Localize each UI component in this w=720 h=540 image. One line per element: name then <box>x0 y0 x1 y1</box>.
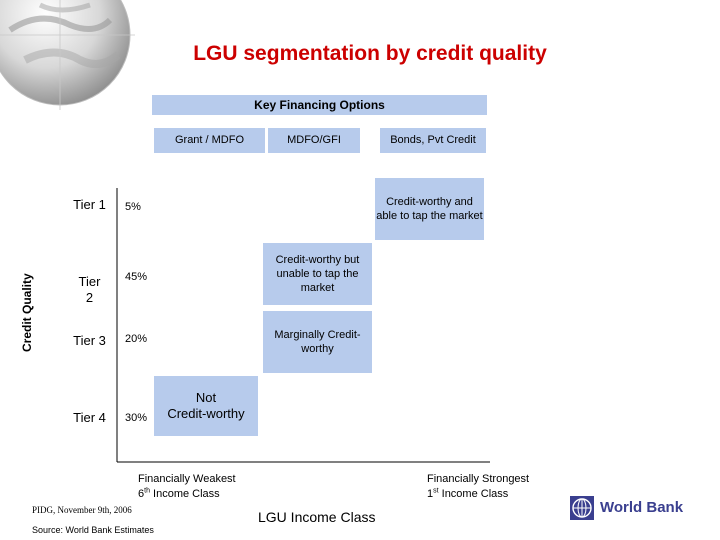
footer-note: PIDG, November 9th, 2006 <box>32 505 132 515</box>
tier-1-description: Credit-worthy and able to tap the market <box>375 178 484 240</box>
tier-4-label: Tier 4 <box>73 410 106 425</box>
globe-graphic <box>0 0 135 110</box>
page-title: LGU segmentation by credit quality <box>193 42 547 65</box>
x-right-line2: 1st Income Class <box>427 487 509 500</box>
x-right-line1: Financially Strongest <box>427 473 530 485</box>
tier-4-description-line2: Credit-worthy <box>167 406 245 421</box>
x-left-line1: Financially Weakest <box>138 473 236 485</box>
world-bank-logo-text: World Bank <box>600 499 684 516</box>
tier-3-description: Marginally Credit-worthy <box>263 311 372 373</box>
column-mdfo-gfi: MDFO/GFI <box>268 128 360 153</box>
x-axis-left-note: Financially Weakest 6th Income Class <box>138 472 236 502</box>
tier-3-percent: 20% <box>125 333 148 345</box>
tier-2-label: Tier 2 <box>62 274 117 306</box>
world-bank-seal-icon <box>570 496 594 520</box>
tier-2-percent: 45% <box>125 271 148 283</box>
column-grant-mdfo: Grant / MDFO <box>154 128 265 153</box>
x-left-line2: 6th Income Class <box>138 487 220 500</box>
tier-3-label: Tier 3 <box>73 333 106 348</box>
tier-2-description: Credit-worthy but unable to tap the mark… <box>263 243 372 305</box>
tier-4-description-line1: Not <box>195 390 217 405</box>
tier-1-label: Tier 1 <box>73 197 106 212</box>
tier-4-description: Not Credit-worthy <box>154 376 258 436</box>
source-note: Source: World Bank Estimates <box>32 525 154 535</box>
x-axis-right-note: Financially Strongest 1st Income Class <box>427 472 529 502</box>
column-bonds-pvt-credit: Bonds, Pvt Credit <box>380 128 486 153</box>
tier-2-line2: 2 <box>85 290 94 305</box>
tier-1-percent: 5% <box>125 201 141 213</box>
x-axis-label: LGU Income Class <box>258 509 376 525</box>
tier-2-line1: Tier <box>78 274 101 289</box>
key-financing-header: Key Financing Options <box>152 95 487 115</box>
tier-4-percent: 30% <box>125 412 148 424</box>
